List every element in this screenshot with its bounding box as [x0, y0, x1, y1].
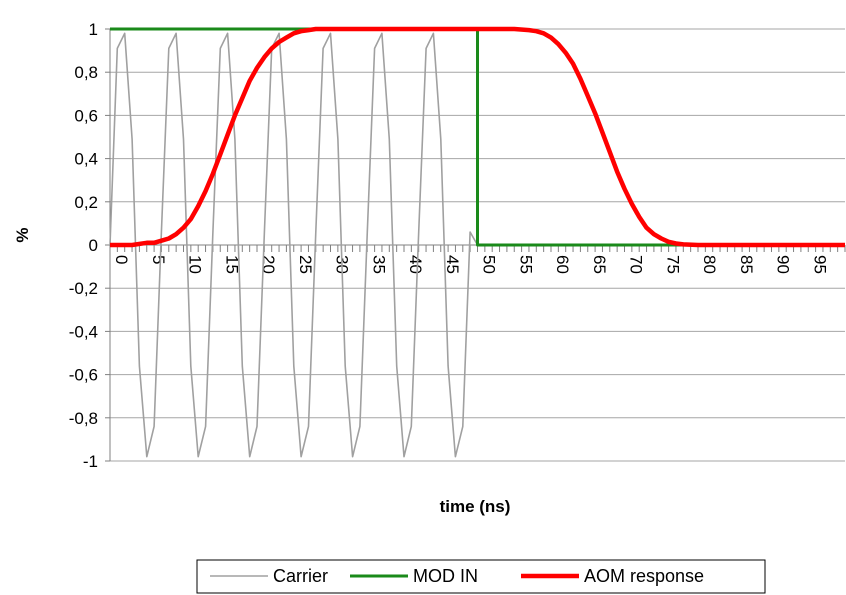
x-tick-label: 90: [774, 255, 793, 274]
legend-label-mod-in: MOD IN: [413, 566, 478, 586]
y-tick-label: 0,4: [74, 150, 98, 169]
series-line-carrier: [109, 32, 479, 458]
x-tick-label: 35: [369, 255, 388, 274]
x-tick-label: 65: [590, 255, 609, 274]
x-tick-label: 75: [663, 255, 682, 274]
series-line-aom-response: [110, 26, 845, 248]
y-tick-label: 0,8: [74, 63, 98, 82]
x-tick-label: 60: [553, 255, 572, 274]
legend-label-carrier: Carrier: [273, 566, 328, 586]
x-tick-label: 0: [112, 255, 131, 264]
series-line-mod-in: [110, 27, 845, 247]
y-tick-labels: 1 0,8 0,6 0,4 0,2 0 -0,2 -0,4 -0,6 -0,8 -1: [69, 20, 98, 471]
legend-label-aom-response: AOM response: [584, 566, 704, 586]
x-tick-label: 55: [516, 255, 535, 274]
y-tick-label: -0,4: [69, 322, 98, 341]
legend: Carrier MOD IN AOM response: [196, 559, 766, 594]
y-tick-label: -0,6: [69, 366, 98, 385]
y-tick-label: -0,2: [69, 279, 98, 298]
y-axis-title: %: [13, 227, 32, 242]
x-tick-label: 70: [627, 255, 646, 274]
series-layer: [109, 26, 845, 458]
y-tick-label: 0,2: [74, 193, 98, 212]
y-tick-label: 0: [89, 236, 98, 255]
x-tick-label: 45: [443, 255, 462, 274]
y-tick-label: -1: [83, 452, 98, 471]
x-tick-label: 5: [149, 255, 168, 264]
x-axis-title: time (ns): [440, 497, 511, 516]
x-tick-label: 20: [259, 255, 278, 274]
x-axis: 0 5 10 15 20 25 30 35 40 45 50 55 60 65 70 75 80 85 90 95: [109, 244, 846, 274]
x-tick-label: 80: [700, 255, 719, 274]
x-tick-label: 40: [406, 255, 425, 274]
x-tick-label: 10: [186, 255, 205, 274]
x-tick-label: 50: [480, 255, 499, 274]
y-tick-label: 1: [89, 20, 98, 39]
x-tick-label: 25: [296, 255, 315, 274]
x-tick-label: 95: [810, 255, 829, 274]
y-tick-label: 0,6: [74, 106, 98, 125]
x-tick-label: 15: [222, 255, 241, 274]
legend-box: [196, 559, 766, 594]
x-tick-label: 85: [737, 255, 756, 274]
y-tick-label: -0,8: [69, 409, 98, 428]
